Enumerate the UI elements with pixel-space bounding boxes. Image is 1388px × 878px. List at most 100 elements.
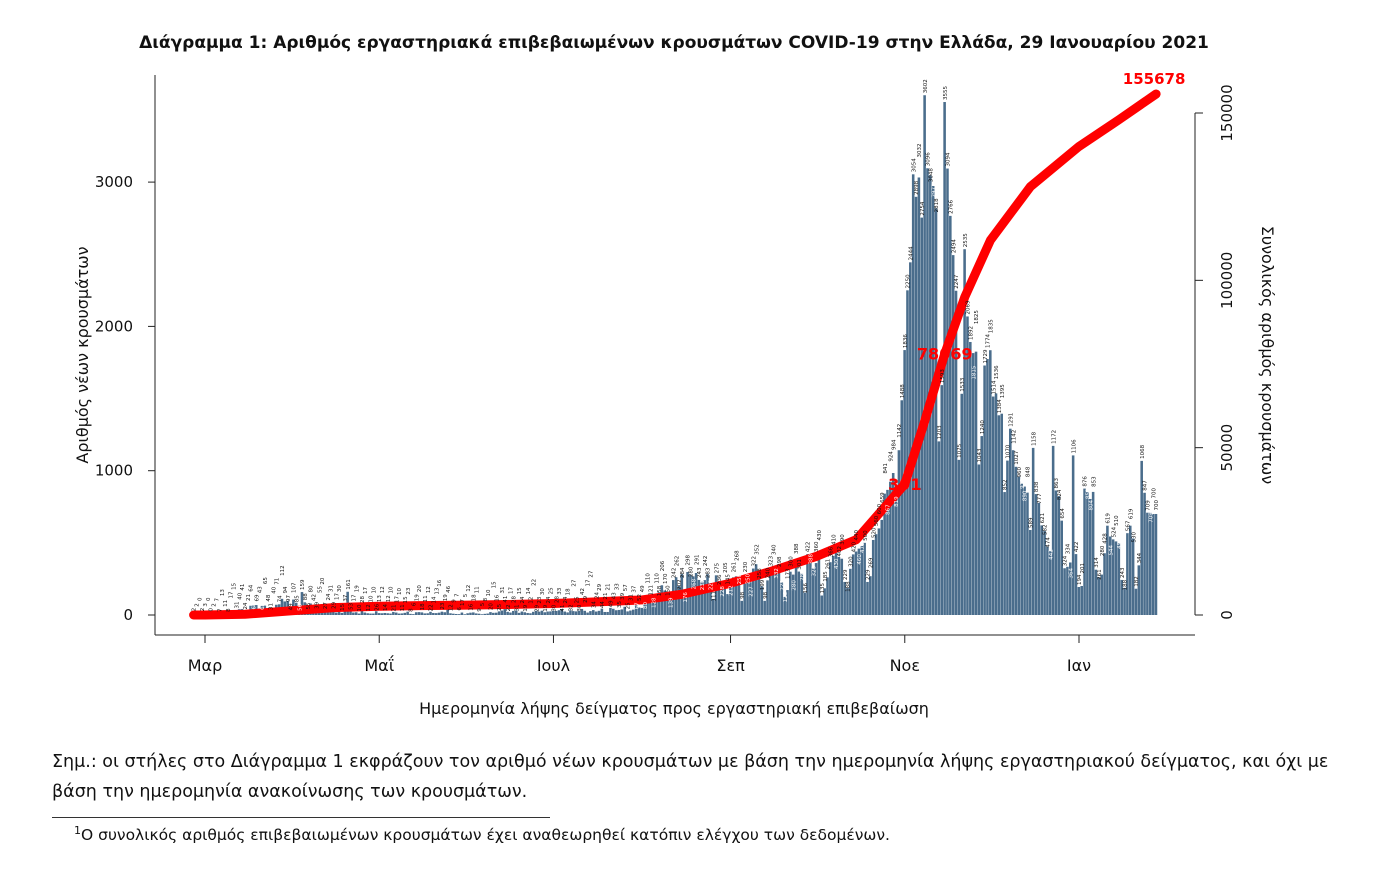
bar [789,571,792,615]
bar-label: 6 [457,607,463,611]
bar-label: 18 [566,588,572,595]
bar [554,610,558,615]
bar [960,393,964,615]
bar-label: 31 [500,587,506,594]
bar [577,610,581,615]
bar-label: 9 [451,599,457,603]
bar-label: 55 [306,602,312,609]
bar [1006,460,1009,615]
bar [637,607,641,615]
bar [1077,587,1081,615]
bars-group [192,95,1158,616]
bar [520,611,524,615]
bar-label: 14 [383,603,389,610]
bar-label: 3096 [926,152,932,166]
bar [820,595,824,615]
bar-label: 242 [671,568,677,579]
bar-label: 16 [494,594,500,601]
bar-label: 17 [460,599,466,606]
bar-label: 0 [197,597,203,601]
bar [717,580,721,615]
bar-label: 13 [220,589,226,596]
bar [843,581,846,615]
bar-label: 23 [440,602,446,609]
bar-label: 867 [886,504,892,515]
bar-label: 29 [597,583,603,590]
bar-label: 500 [863,530,869,541]
bar [380,613,384,615]
bar [597,610,601,615]
bar-label: 7 [217,608,223,612]
footnote-text: Ο συνολικός αριθμός επιβεβαιωμένων κρουσ… [81,826,890,845]
bar [1000,413,1004,615]
bar-label: 25 [497,603,503,610]
bar-label: 23 [406,587,412,594]
bar [974,351,978,615]
bar [363,612,367,615]
bar [329,610,332,615]
bar [963,249,966,615]
bar [977,464,981,615]
bar-label: 176 [683,592,689,603]
bar-label: 838 [1034,481,1040,492]
bar [472,612,475,615]
bar [757,577,761,615]
bar-label: 852 [1003,480,1009,491]
bar [834,552,838,615]
bar-label: 283 [706,567,712,578]
bar [951,255,955,616]
bar [900,400,904,615]
bar-label: 863 [1054,477,1060,488]
bar-label: 11 [400,604,406,611]
bar [849,568,852,615]
bar [1014,466,1018,615]
bar-label: 12 [386,595,392,602]
bar-label: 12 [449,604,455,611]
bar [869,576,872,615]
bar [509,612,512,615]
bar [474,613,478,615]
bar-label: 31 [629,594,635,601]
bar-label: 40 [237,592,243,599]
bar [626,611,629,615]
bar-label: 24 [546,596,552,603]
bar [532,611,535,615]
bar [400,613,404,615]
bar-label: 229 [866,569,872,580]
bar-label: 49 [289,603,295,610]
bar-label: 1043 [977,448,983,462]
bar-label: 261 [731,562,737,573]
bar [1140,460,1143,615]
bar [434,613,438,615]
bar [412,614,415,615]
bar-label: 654 [1060,508,1066,519]
bar-label: 145 [726,574,732,585]
bar-label: 700 [1151,487,1157,498]
bar-label: 33 [614,583,620,590]
bar [469,612,472,615]
bar-label: 56 [297,603,303,610]
bar [643,603,646,615]
x-tick-label: Νοε [890,656,920,675]
bar [372,613,375,615]
bar [814,563,818,615]
bar [1097,577,1101,615]
bar-label: 126 [783,591,789,602]
bar-label: 960 [1017,466,1023,477]
bar-label: 2 [194,603,200,607]
bar-label: 269 [869,557,875,568]
bar [394,612,398,615]
bar [386,613,389,615]
bar-label: 20 [417,585,423,592]
bar [360,610,364,615]
bar [883,493,886,615]
bar [1020,483,1024,615]
bar-label: 314 [1094,557,1100,568]
bar-label: 1825 [974,310,980,324]
bar-label: 1075 [957,443,963,457]
bar-label: 422 [1074,542,1080,553]
bar [572,611,575,615]
bar-label: 31 [514,605,520,612]
bar-label: 280 [791,580,797,591]
